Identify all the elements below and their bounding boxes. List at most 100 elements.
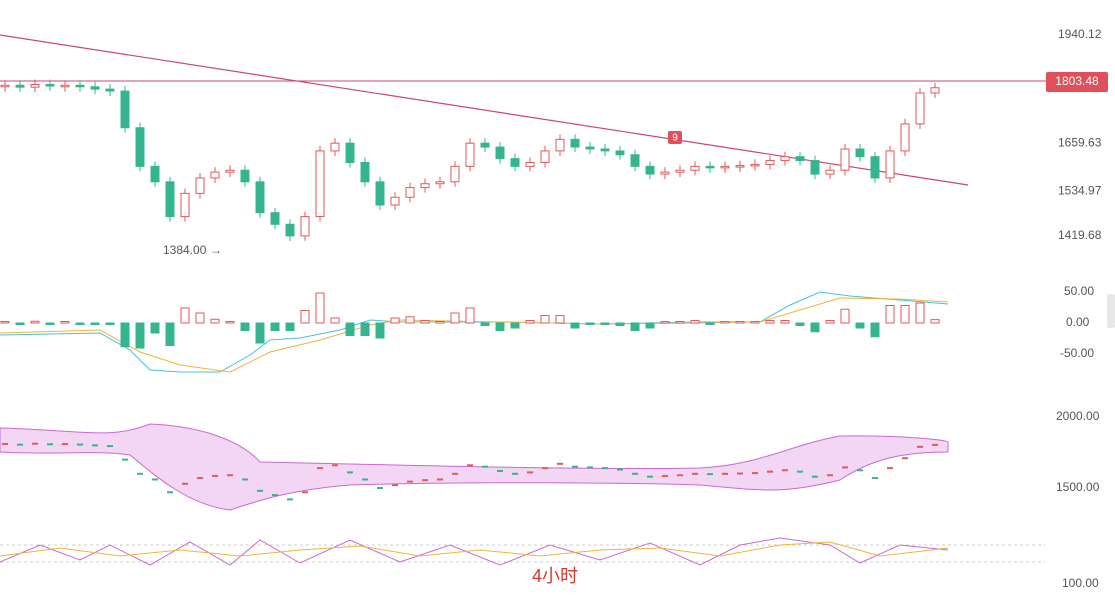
macd-bar [480,322,490,326]
macd-bar [345,322,355,336]
macd-bar [735,321,745,324]
candle [210,171,220,179]
signal-marker [668,131,682,144]
macd-bar [390,317,400,324]
scroll-handle[interactable] [1107,294,1115,328]
candle [105,88,115,92]
candle [930,87,940,94]
candle [810,160,820,175]
macd-bar [900,305,910,324]
candle [555,138,565,152]
candle [570,138,580,148]
candle [840,148,850,171]
macd-bar [855,322,865,329]
candle [375,181,385,206]
macd-bar [330,317,340,324]
macd-dif [0,291,949,373]
low-label: 1384.00 [163,243,207,257]
macd-bar [60,321,70,324]
macd-bar [630,322,640,331]
candle [660,171,670,175]
candle [780,156,790,162]
macd-bar [885,305,895,324]
price-tick: 1659.63 [1058,136,1102,150]
macd-bar [645,322,655,329]
candle [615,150,625,156]
candle [315,150,325,218]
boll-tick: 2000.00 [1056,409,1100,423]
trend-line [0,34,969,186]
macd-bar [750,321,760,324]
macd-bar [165,322,175,346]
current-price-box [1046,72,1108,92]
macd-bar [75,322,85,325]
candle [705,165,715,169]
candle [495,146,505,160]
macd-bar [375,322,385,339]
macd-bar [450,312,460,324]
macd-bar [285,322,295,331]
macd-bar [930,319,940,324]
macd-bar [150,322,160,334]
candle [225,169,235,173]
candle [540,150,550,163]
candle [240,169,250,183]
candle [855,148,865,158]
macd-bar [90,322,100,325]
macd-bar [435,321,445,324]
macd-bar [810,322,820,333]
candle [75,84,85,88]
macd-bar [135,322,145,349]
candle [285,223,295,237]
candle [0,84,10,88]
candle [300,216,310,237]
candle [345,142,355,163]
macd-bar [765,320,775,324]
kdj-tick: 100.00 [1062,576,1099,590]
candle [885,150,895,179]
candle [690,165,700,171]
macd-bar [195,312,205,324]
candle [900,123,910,152]
candle [675,169,685,173]
candle [30,83,40,88]
candle [480,142,490,148]
macd-bar [315,292,325,324]
candle [360,161,370,183]
candle [165,181,175,218]
macd-bar [585,322,595,325]
candle [90,86,100,90]
macd-bar [540,315,550,324]
macd-bar [240,322,250,331]
candle [465,142,475,167]
candle [765,160,775,165]
macd-bar [555,315,565,324]
macd-bar [720,321,730,324]
macd-bar [510,322,520,329]
macd-bar [420,320,430,324]
macd-bar [780,320,790,324]
candle [195,177,205,194]
candle [645,165,655,175]
boll-band [0,423,949,511]
macd-bar [705,322,715,325]
candle [150,165,160,183]
macd-bar [0,321,10,324]
macd-bar [615,322,625,326]
macd-bar [465,307,475,324]
macd-bar [675,321,685,324]
price-tick: 1534.97 [1058,184,1102,198]
price-tick: 1419.68 [1058,228,1102,242]
boll-tick: 1500.00 [1056,480,1100,494]
price-tick: 1940.12 [1058,27,1102,41]
macd-bar [870,322,880,338]
current-price: 1803.48 [1055,74,1099,88]
macd-bar [570,322,580,329]
macd-bar [525,320,535,324]
candle [420,183,430,189]
candle [15,84,25,88]
macd-bar [300,310,310,324]
macd-bar [255,322,265,344]
